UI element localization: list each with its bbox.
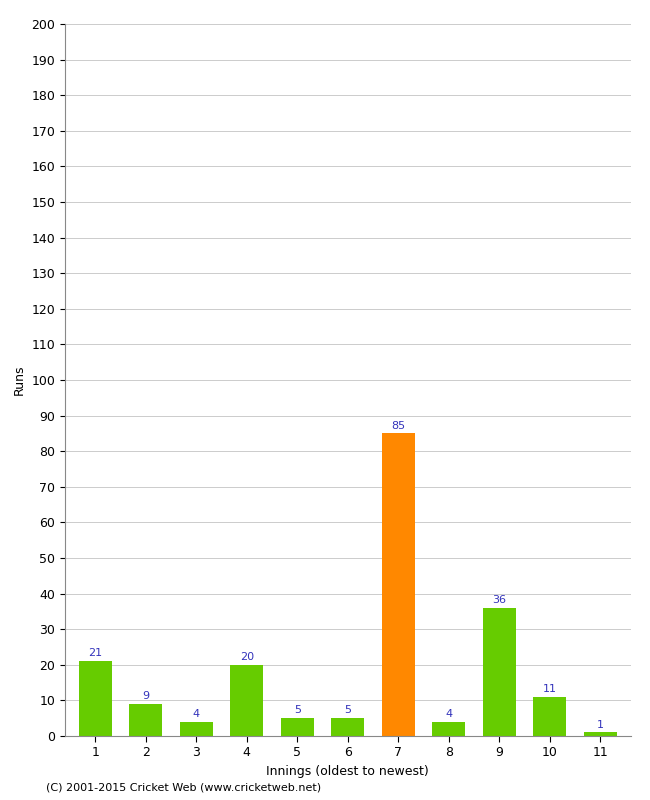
Bar [432,722,465,736]
Text: 1: 1 [597,719,604,730]
Bar [281,718,314,736]
Bar [533,697,566,736]
X-axis label: Innings (oldest to newest): Innings (oldest to newest) [266,765,429,778]
Bar [129,704,162,736]
Bar [230,665,263,736]
Text: 85: 85 [391,421,406,430]
Bar [180,722,213,736]
Bar [332,718,364,736]
Text: 4: 4 [445,709,452,719]
Text: 5: 5 [344,706,351,715]
Bar [79,662,112,736]
Text: 20: 20 [240,652,254,662]
Bar [483,608,515,736]
Y-axis label: Runs: Runs [13,365,26,395]
Text: 5: 5 [294,706,301,715]
Text: 9: 9 [142,691,150,701]
Bar [584,733,617,736]
Text: (C) 2001-2015 Cricket Web (www.cricketweb.net): (C) 2001-2015 Cricket Web (www.cricketwe… [46,782,320,792]
Bar [382,434,415,736]
Text: 11: 11 [543,684,556,694]
Text: 21: 21 [88,648,102,658]
Text: 36: 36 [492,595,506,605]
Text: 4: 4 [192,709,200,719]
